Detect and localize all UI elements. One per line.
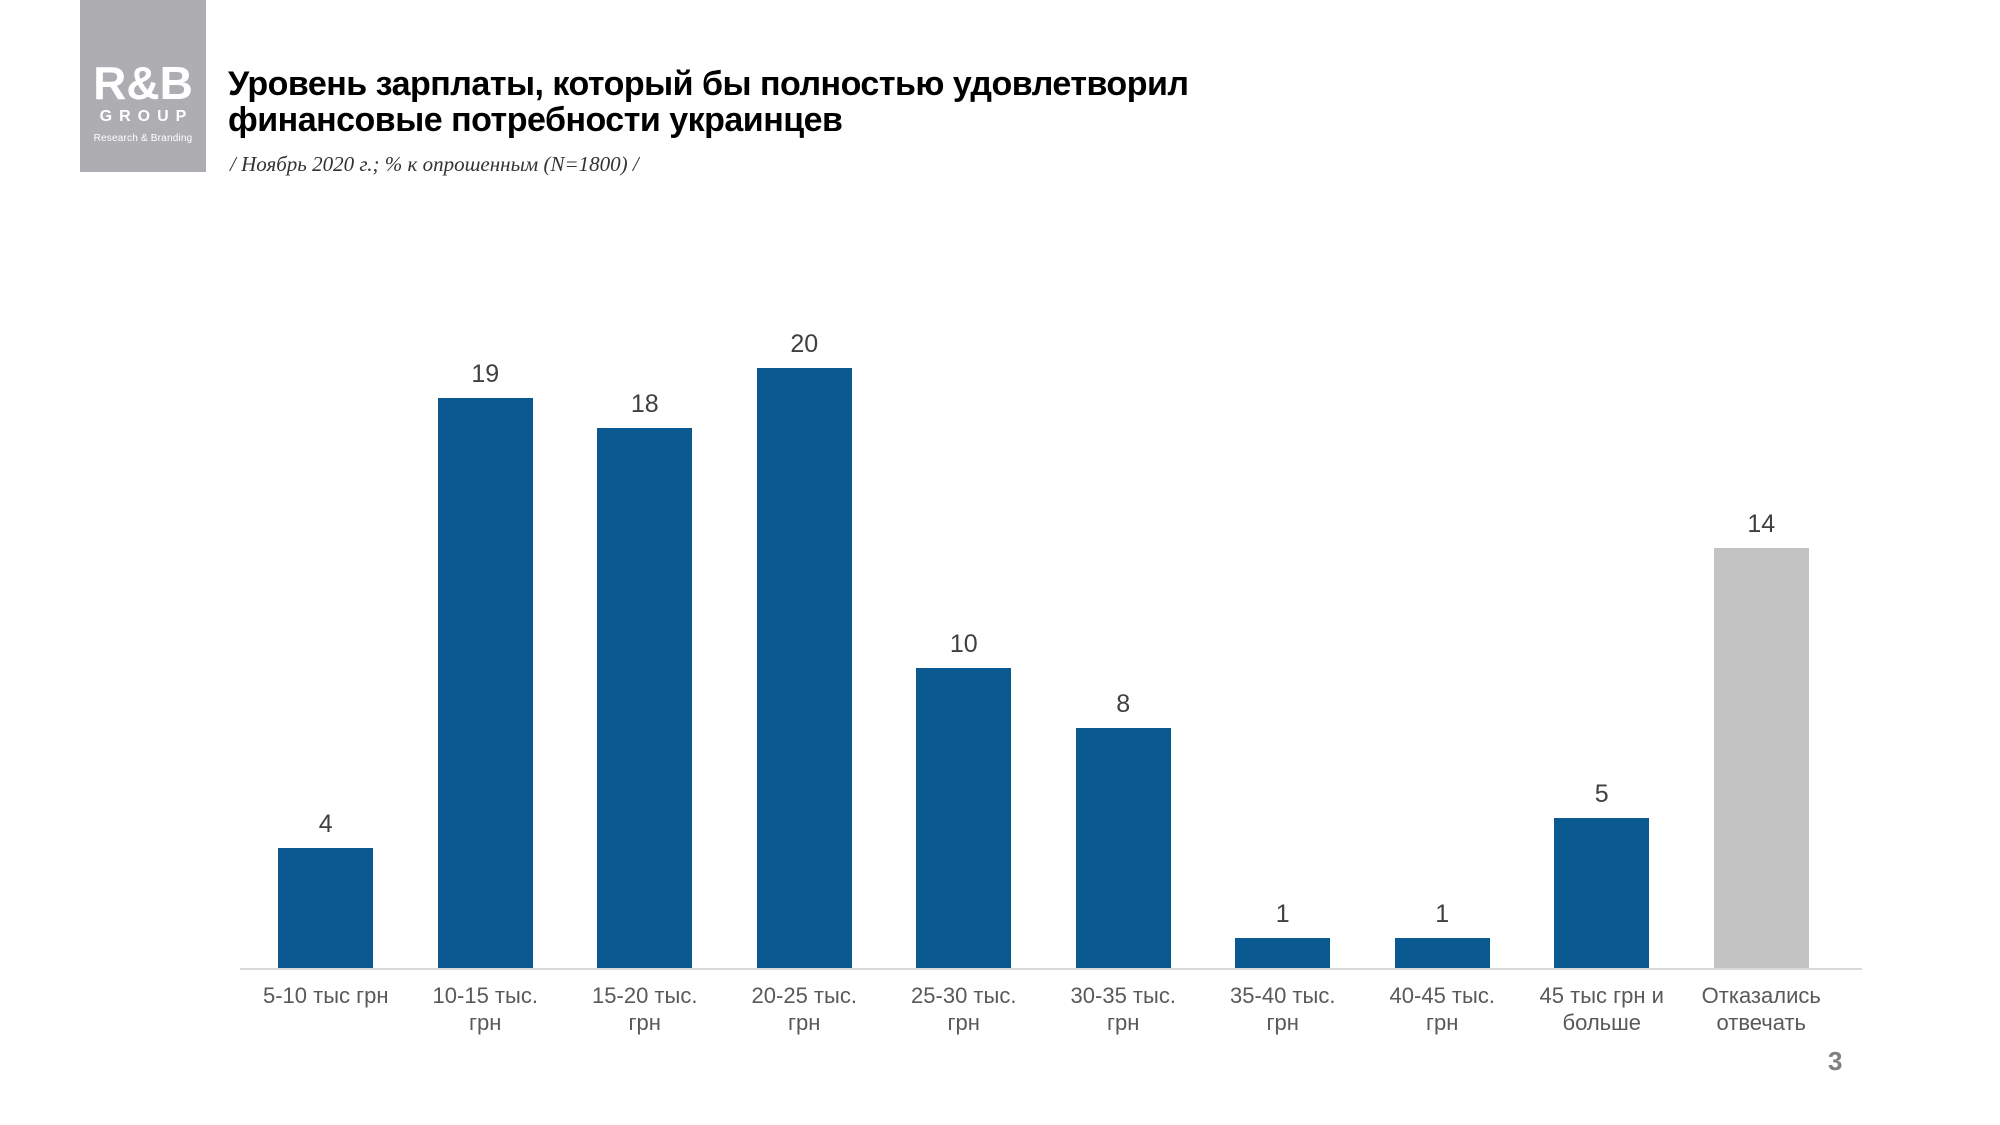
bar	[1075, 728, 1171, 968]
bar	[1554, 818, 1650, 968]
bar-column: 1	[1203, 250, 1363, 968]
bar-column: 5	[1522, 250, 1682, 968]
x-axis-labels: 5-10 тыс грн 10-15 тыс. грн 15-20 тыс. грн…	[246, 982, 1841, 1036]
bar-value-label: 10	[949, 630, 978, 658]
page-title-line-1: Уровень зарплаты, который бы полностью у…	[228, 65, 1189, 103]
page-number: 3	[1828, 1046, 1843, 1076]
x-axis-category-label: 40-45 тыс. грн	[1389, 983, 1495, 1035]
logo-tagline-text: Research & Branding	[93, 133, 193, 144]
bar	[916, 668, 1012, 968]
x-axis-category-label: 45 тыс грн и больше	[1539, 983, 1664, 1035]
bar-value-label: 19	[471, 360, 500, 388]
bar	[756, 368, 852, 968]
bar-value-label: 20	[790, 330, 819, 358]
x-axis-line	[240, 968, 1862, 970]
chart-subtitle: / Ноябрь 2020 г.; % к опрошенным (N=1800…	[230, 152, 639, 176]
logo-group-text: GROUP	[99, 108, 194, 125]
bar-value-label: 8	[1116, 690, 1131, 718]
bar-column: 10	[884, 250, 1044, 968]
bar-column: 20	[725, 250, 885, 968]
bar-value-label: 14	[1747, 510, 1776, 538]
bar	[437, 398, 533, 968]
x-axis-category-label: 25-30 тыс. грн	[911, 983, 1017, 1035]
bar-column: 19	[406, 250, 566, 968]
bar-value-label: 18	[630, 390, 659, 418]
bar-value-label: 1	[1275, 900, 1290, 928]
bar-value-label: 5	[1594, 780, 1609, 808]
bar	[1235, 938, 1331, 968]
bar-column: 14	[1682, 250, 1842, 968]
x-axis-category-label: 10-15 тыс. грн	[432, 983, 538, 1035]
x-axis-category-label: 15-20 тыс. грн	[592, 983, 698, 1035]
bar	[1713, 548, 1809, 968]
bar	[597, 428, 693, 968]
bar-value-label: 1	[1435, 900, 1450, 928]
bar-column: 4	[246, 250, 406, 968]
x-axis-category-label: 35-40 тыс. грн	[1230, 983, 1336, 1035]
bar-value-label: 4	[318, 810, 333, 838]
page-title: Уровень зарплаты, который бы полностью у…	[228, 65, 1189, 139]
bar-column: 18	[565, 250, 725, 968]
bar	[278, 848, 374, 968]
x-axis-category-label: 20-25 тыс. грн	[751, 983, 857, 1035]
x-axis-category-label: 30-35 тыс. грн	[1070, 983, 1176, 1035]
rb-group-logo: R&B GROUP Research & Branding	[80, 0, 206, 172]
x-axis-category-label: Отказались отвечать	[1701, 983, 1821, 1035]
x-axis-category-label: 5-10 тыс грн	[262, 983, 389, 1008]
bar	[1394, 938, 1490, 968]
logo-brand-text: R&B	[93, 57, 193, 109]
bar-column: 1	[1363, 250, 1523, 968]
bar-chart-plot: 4 19 18 20 10 8 1 1 5 14	[246, 250, 1841, 968]
bar-column: 8	[1044, 250, 1204, 968]
page-title-line-2: финансовые потребности украинцев	[228, 101, 843, 139]
